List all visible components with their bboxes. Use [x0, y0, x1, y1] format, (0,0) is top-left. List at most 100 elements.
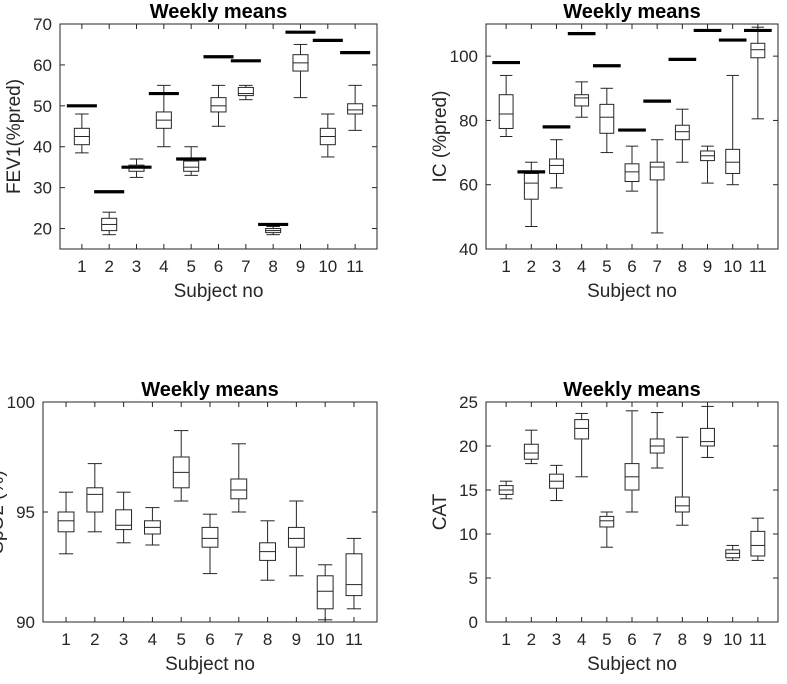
- y-tick-label: 15: [459, 481, 478, 500]
- box-subject-3: [549, 464, 564, 502]
- box-iqr: [498, 94, 514, 129]
- box-iqr: [674, 124, 690, 141]
- y-axis-label: IC (%pred): [430, 91, 451, 183]
- x-tick-label: 3: [132, 257, 141, 276]
- box-subject-4: [574, 412, 590, 478]
- box-subject-1: [498, 74, 514, 137]
- x-tick-label: 2: [90, 630, 99, 649]
- box-iqr: [183, 160, 200, 172]
- y-axis-label: SpO2 (%): [0, 470, 8, 553]
- box-iqr: [574, 94, 590, 107]
- box-subject-10: [316, 564, 334, 621]
- x-tick-label: 4: [577, 257, 586, 276]
- box-subject-1: [57, 491, 75, 555]
- box-iqr: [57, 511, 75, 533]
- y-tick-label: 10: [459, 525, 478, 544]
- y-tick-label: 50: [33, 97, 52, 116]
- box-subject-4: [155, 84, 172, 148]
- box-subject-9: [700, 145, 715, 184]
- box-subject-5: [172, 430, 190, 502]
- x-tick-label: 11: [345, 630, 363, 649]
- box-iqr: [201, 526, 219, 548]
- y-axis-label: FEV1(%pred): [4, 79, 25, 194]
- y-tick-label: 80: [459, 111, 478, 130]
- axes-frame: [485, 23, 779, 250]
- x-tick-label: 5: [176, 630, 185, 649]
- y-tick-label: 60: [33, 56, 52, 75]
- box-subject-10: [319, 113, 336, 158]
- box-subject-6: [624, 410, 640, 513]
- box-iqr: [725, 148, 741, 174]
- box-iqr: [523, 172, 539, 200]
- box-subject-11: [345, 537, 363, 610]
- x-tick-label: 6: [627, 257, 636, 276]
- box-iqr: [287, 526, 305, 548]
- x-tick-label: 3: [552, 257, 561, 276]
- x-tick-label: 9: [292, 630, 301, 649]
- chart-title: Weekly means: [141, 379, 279, 401]
- x-tick-label: 2: [527, 257, 536, 276]
- y-tick-label: 100: [7, 393, 35, 412]
- x-tick-label: 6: [205, 630, 214, 649]
- panel-fev1: Weekly means 20 30 40 50 60 70 1 2 3 4 5 6 7 8 9 10 11 Sub…: [4, 1, 378, 302]
- box-subject-1: [73, 113, 90, 154]
- box-iqr: [649, 161, 665, 181]
- y-tick-label: 60: [459, 176, 478, 195]
- x-tick-label: 3: [552, 630, 561, 649]
- x-tick-label: 9: [703, 630, 712, 649]
- x-tick-label: 5: [602, 257, 611, 276]
- x-axis-label: Subject no: [165, 654, 255, 675]
- x-tick-label: 10: [318, 257, 337, 276]
- box-subject-6: [210, 84, 227, 127]
- box-iqr: [574, 419, 590, 440]
- y-tick-label: 5: [469, 569, 478, 588]
- y-tick-label: 95: [16, 503, 35, 522]
- x-tick-label: 1: [501, 630, 510, 649]
- box-iqr: [599, 103, 615, 134]
- box-subject-9: [700, 405, 715, 458]
- x-axis-label: Subject no: [587, 654, 677, 675]
- x-tick-label: 6: [214, 257, 223, 276]
- y-tick-label: 40: [33, 138, 52, 157]
- x-tick-label: 4: [159, 257, 168, 276]
- x-tick-label: 9: [296, 257, 305, 276]
- y-tick-label: 0: [469, 613, 478, 632]
- box-iqr: [750, 530, 766, 557]
- x-tick-label: 11: [749, 630, 767, 649]
- box-subject-6: [201, 513, 219, 575]
- y-tick-label: 100: [450, 47, 478, 66]
- box-iqr: [549, 158, 564, 174]
- box-iqr: [347, 103, 364, 115]
- y-tick-label: 25: [459, 393, 478, 412]
- x-tick-label: 11: [749, 257, 767, 276]
- box-iqr: [750, 42, 766, 59]
- x-axis-label: Subject no: [587, 281, 677, 302]
- x-tick-label: 7: [652, 257, 661, 276]
- box-subject-4: [143, 507, 161, 546]
- y-axis-label: CAT: [430, 493, 451, 530]
- box-subject-6: [624, 145, 640, 192]
- box-subject-2: [523, 429, 539, 465]
- x-tick-label: 1: [501, 257, 510, 276]
- x-tick-label: 8: [678, 630, 687, 649]
- box-iqr: [210, 97, 227, 113]
- panel-ic: Weekly means 40 60 80 100 1 2 3 4 5 6 7 8 9 10 11 Subjec…: [430, 1, 779, 302]
- x-tick-label: 2: [104, 257, 113, 276]
- box-subject-8: [259, 520, 277, 581]
- box-subject-2: [86, 463, 104, 533]
- box-iqr: [115, 509, 133, 531]
- x-tick-label: 6: [627, 630, 636, 649]
- box-subject-7: [649, 412, 665, 469]
- box-iqr: [86, 487, 104, 513]
- box-iqr: [674, 496, 690, 513]
- x-tick-label: 8: [678, 257, 687, 276]
- x-tick-label: 5: [602, 630, 611, 649]
- box-iqr: [345, 553, 363, 597]
- box-subject-3: [115, 491, 133, 544]
- box-subject-5: [599, 87, 615, 154]
- box-iqr: [624, 163, 640, 182]
- box-subject-7: [230, 443, 248, 513]
- box-iqr: [316, 575, 334, 610]
- x-tick-label: 3: [119, 630, 128, 649]
